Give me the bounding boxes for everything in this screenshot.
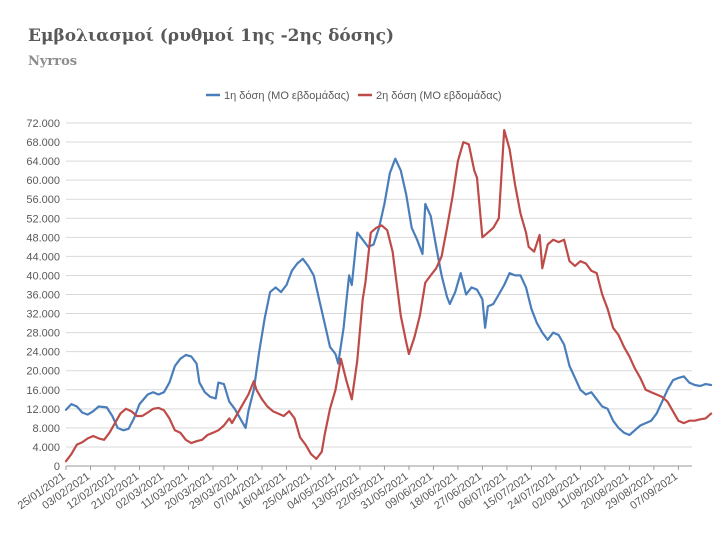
y-tick-label: 44.000 [26,251,60,263]
y-tick-label: 8.000 [32,423,60,435]
y-tick-label: 56.000 [26,194,60,206]
y-tick-label: 32.000 [26,309,60,321]
y-tick-label: 12.000 [26,404,60,416]
series-line-dose1 [64,157,713,437]
y-tick-label: 16.000 [26,385,60,397]
y-tick-label: 60.000 [26,175,60,187]
series-line-dose2 [64,129,713,463]
chart-subtitle: Nyrros [28,54,78,69]
y-tick-label: 52.000 [26,213,60,225]
y-tick-label: 28.000 [26,328,60,340]
y-tick-label: 0 [54,461,60,473]
chart-title: Εμβολιασμοί (ρυθμοί 1ης -2ης δόσης) [28,26,395,46]
y-tick-label: 68.000 [26,137,60,149]
y-tick-label: 48.000 [26,232,60,244]
y-tick-label: 36.000 [26,290,60,302]
y-tick-label: 20.000 [26,366,60,378]
y-tick-label: 40.000 [26,270,60,282]
y-tick-label: 4.000 [32,442,60,454]
legend-label-dose2: 2η δόση (ΜΟ εβδομάδας) [376,90,502,102]
legend-label-dose1: 1η δόση (ΜΟ εβδομάδας) [224,90,350,102]
y-tick-label: 72.000 [26,118,60,130]
y-tick-label: 24.000 [26,347,60,359]
y-tick-label: 64.000 [26,156,60,168]
